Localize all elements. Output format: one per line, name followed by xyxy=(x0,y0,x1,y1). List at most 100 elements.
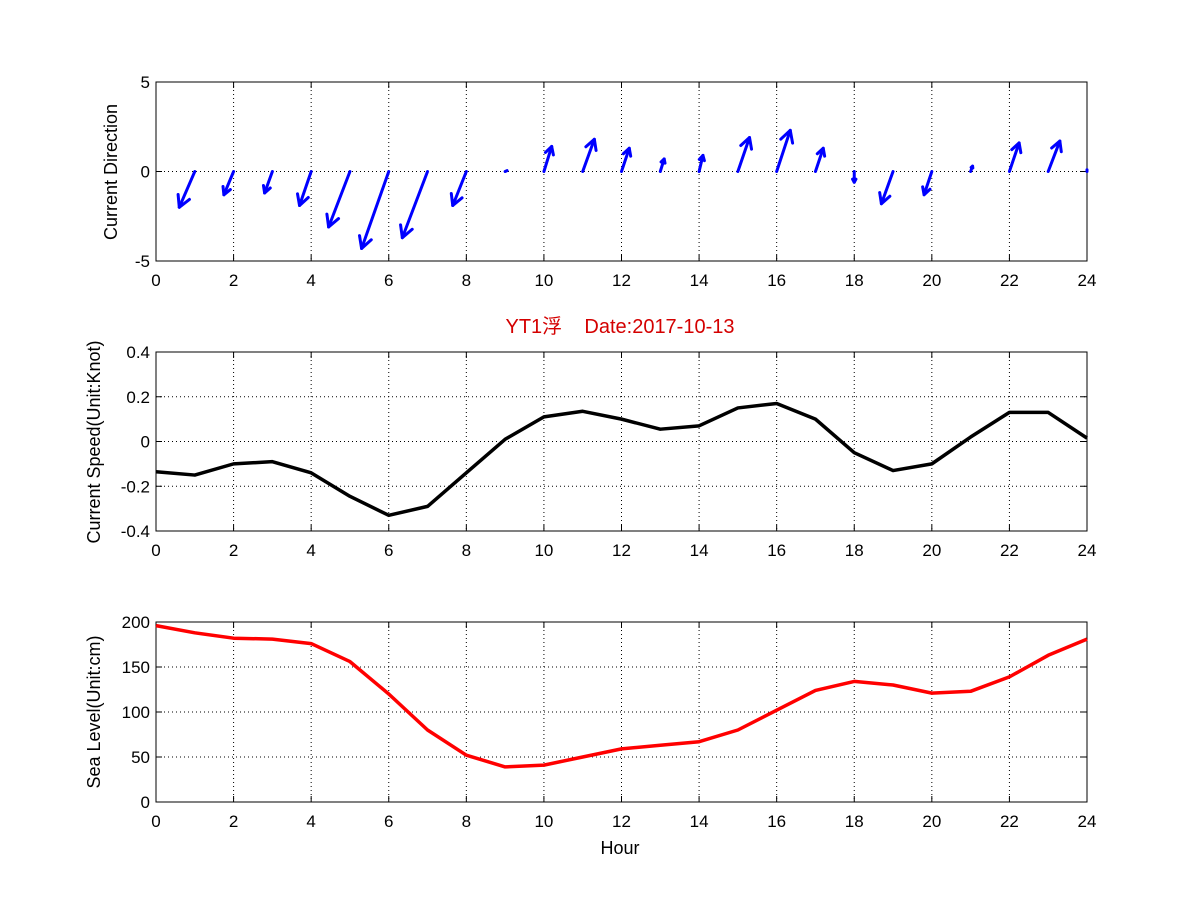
arrow-shaft xyxy=(400,170,430,240)
x-tick-label: 14 xyxy=(690,812,709,831)
y-tick-label: 200 xyxy=(122,613,150,632)
y-tick-label: 0.4 xyxy=(126,343,150,362)
arrow-head xyxy=(815,146,827,158)
x-axis-label-hour: Hour xyxy=(600,838,639,858)
arrow-head xyxy=(296,192,310,208)
x-tick-label: 14 xyxy=(690,541,709,560)
current-speed-line xyxy=(155,401,1088,518)
x-tick-label: 20 xyxy=(922,812,941,831)
arrow-shaft xyxy=(360,170,391,250)
sea-level-ylabel: Sea Level(Unit:cm) xyxy=(84,635,104,788)
arrow-shaft xyxy=(1046,139,1062,173)
arrow-head xyxy=(779,128,795,145)
arrow-shaft xyxy=(451,170,468,208)
chart-title: YT1浮 Date:2017-10-13 xyxy=(505,315,734,338)
current-arrow xyxy=(851,170,858,184)
arrow-head xyxy=(921,185,932,197)
y-tick-label: 5 xyxy=(141,73,150,92)
current-arrow xyxy=(969,164,975,173)
arrow-shaft xyxy=(298,170,313,208)
arrow-head xyxy=(1050,139,1063,154)
arrow-shaft xyxy=(775,128,792,173)
y-tick-label: -0.4 xyxy=(121,522,150,541)
arrow-shaft xyxy=(263,170,274,195)
arrow-shaft xyxy=(1007,141,1021,173)
current-arrow xyxy=(813,146,827,173)
current-arrow xyxy=(296,170,313,208)
y-tick-label: 0 xyxy=(141,433,150,452)
sea-level-line xyxy=(155,623,1088,769)
current-arrow xyxy=(261,170,274,195)
x-tick-label: 4 xyxy=(306,541,315,560)
x-tick-label: 6 xyxy=(384,271,393,290)
arrow-head xyxy=(261,184,272,195)
x-tick-label: 20 xyxy=(922,271,941,290)
arrow-head xyxy=(358,234,373,250)
x-tick-label: 2 xyxy=(229,271,238,290)
x-tick-label: 12 xyxy=(612,812,631,831)
arrow-shaft xyxy=(922,170,934,197)
x-tick-label: 0 xyxy=(151,812,160,831)
current-arrow xyxy=(542,144,555,173)
x-tick-label: 24 xyxy=(1078,271,1097,290)
x-tick-label: 22 xyxy=(1000,541,1019,560)
current-arrow xyxy=(878,170,895,206)
y-tick-label: 150 xyxy=(122,658,150,677)
x-tick-label: 16 xyxy=(767,541,786,560)
arrow-shaft xyxy=(620,146,631,173)
x-tick-label: 16 xyxy=(767,271,786,290)
arrow-head xyxy=(739,135,754,151)
arrow-shaft xyxy=(327,170,352,229)
current-direction-chart: Current Direction 0 2 4 6 8 10 12 14 16 18 20 22 24-… xyxy=(101,73,1096,290)
y-tick-label: 0 xyxy=(141,793,150,812)
arrow-shaft xyxy=(222,170,236,197)
x-tick-label: 0 xyxy=(151,541,160,560)
y-tick-label: -0.2 xyxy=(121,477,150,496)
x-tick-label: 22 xyxy=(1000,812,1019,831)
arrow-head xyxy=(878,191,892,206)
current-speed-ylabel: Current Speed(Unit:Knot) xyxy=(84,340,104,543)
current-arrow xyxy=(1007,141,1023,173)
x-tick-label: 12 xyxy=(612,541,631,560)
current-arrow xyxy=(221,170,236,197)
current-arrow xyxy=(658,157,667,173)
x-tick-label: 18 xyxy=(845,541,864,560)
arrow-head xyxy=(399,223,414,240)
arrow-head xyxy=(543,144,555,157)
x-tick-label: 10 xyxy=(534,812,553,831)
x-tick-label: 24 xyxy=(1078,541,1097,560)
arrow-shaft xyxy=(542,144,554,173)
arrow-shaft xyxy=(177,170,197,209)
x-tick-label: 20 xyxy=(922,541,941,560)
x-tick-label: 18 xyxy=(845,271,864,290)
x-tick-label: 8 xyxy=(462,271,471,290)
x-tick-label: 8 xyxy=(462,812,471,831)
arrow-head xyxy=(851,177,858,184)
x-tick-label: 4 xyxy=(306,271,315,290)
y-tick-label: 100 xyxy=(122,703,150,722)
current-arrow xyxy=(176,170,197,209)
plot-area xyxy=(155,621,1088,803)
arrow-head xyxy=(1010,141,1023,155)
current-arrow xyxy=(620,146,633,173)
x-tick-label: 14 xyxy=(690,271,709,290)
arrow-head xyxy=(621,146,633,158)
current-direction-ylabel: Current Direction xyxy=(101,104,121,240)
current-arrow xyxy=(503,169,509,173)
current-arrow xyxy=(325,170,352,229)
x-tick-label: 6 xyxy=(384,541,393,560)
current-arrow xyxy=(581,137,598,173)
current-arrow xyxy=(449,170,468,208)
current-arrow xyxy=(775,128,795,173)
y-tick-label: 0 xyxy=(141,163,150,182)
current-arrow xyxy=(921,170,934,197)
arrow-head xyxy=(221,184,232,197)
arrow-shaft xyxy=(813,146,825,173)
plot-area xyxy=(155,351,1088,532)
arrow-shaft xyxy=(503,169,509,173)
current-arrow xyxy=(736,135,754,173)
current-arrow xyxy=(1046,139,1063,173)
arrow-head xyxy=(176,192,191,209)
x-tick-label: 6 xyxy=(384,812,393,831)
